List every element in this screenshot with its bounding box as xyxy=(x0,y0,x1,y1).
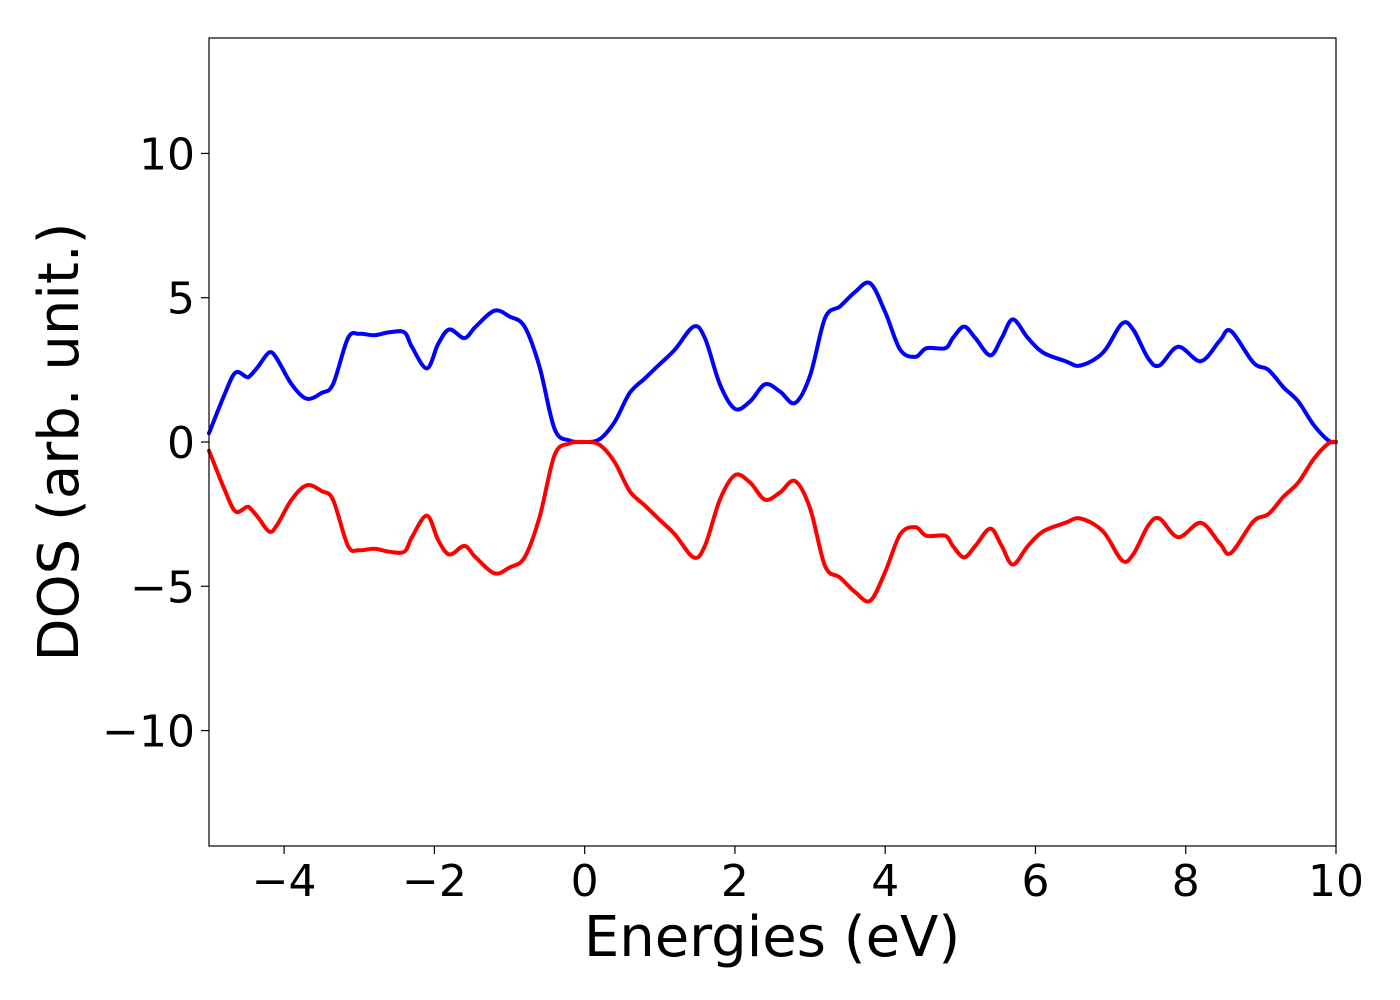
y-axis-title: DOS (arb. unit.) xyxy=(27,222,92,661)
series-line-2 xyxy=(207,439,1338,604)
x-tick-label: 4 xyxy=(871,856,899,907)
plot-area-frame xyxy=(208,37,1337,847)
y-tick-label: 10 xyxy=(139,129,195,180)
x-tick-label: −4 xyxy=(252,856,317,907)
x-tick-label: 2 xyxy=(721,856,749,907)
x-tick-label: 8 xyxy=(1172,856,1200,907)
x-tick-label: 6 xyxy=(1021,856,1049,907)
x-tick-label: 0 xyxy=(571,856,599,907)
x-tick-label: −2 xyxy=(402,856,467,907)
y-tick-label: 5 xyxy=(167,274,195,325)
x-tick-label: 10 xyxy=(1308,856,1364,907)
x-axis-title: Energies (eV) xyxy=(584,905,960,970)
y-tick-label: 0 xyxy=(167,418,195,469)
y-axis-ticks: −10 −5 0 5 10 xyxy=(102,129,209,758)
y-tick-label: −5 xyxy=(130,562,195,613)
x-axis-ticks: −4 −2 0 2 4 6 8 10 xyxy=(252,846,1364,907)
series-line-1 xyxy=(207,280,1338,445)
series-layer xyxy=(207,280,1338,604)
y-tick-label: −10 xyxy=(102,707,195,758)
